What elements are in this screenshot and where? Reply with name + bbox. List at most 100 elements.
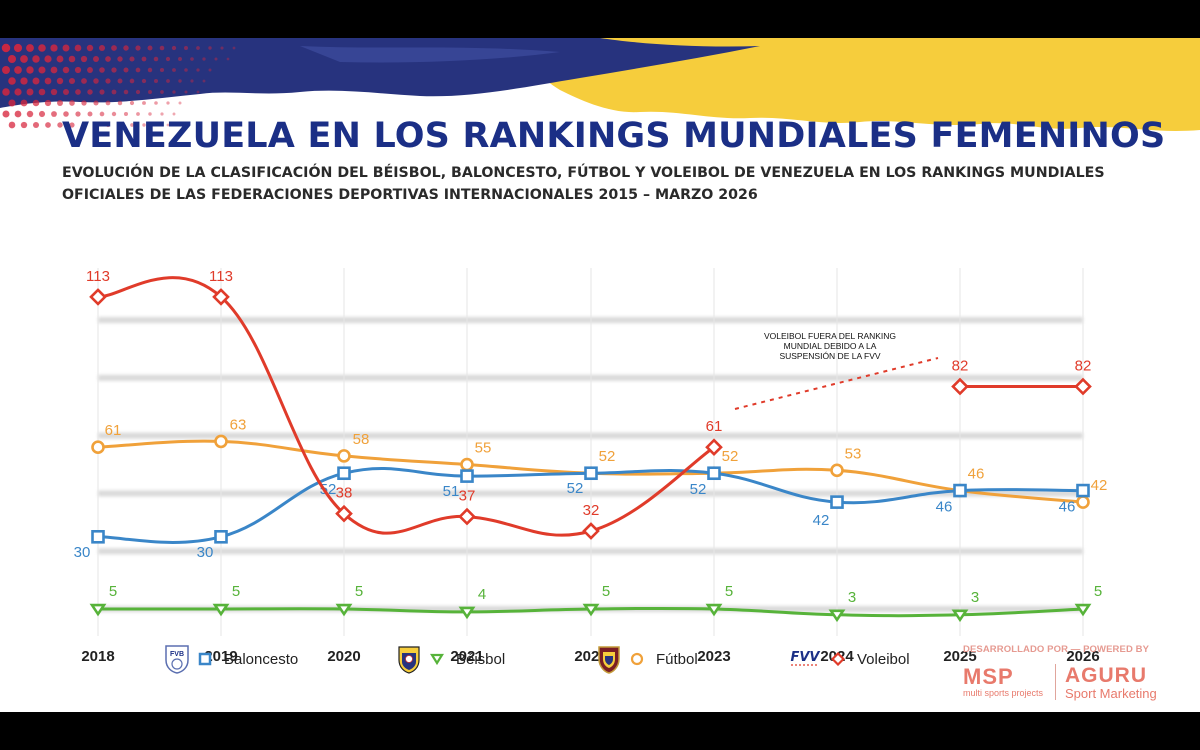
data-point-baloncesto bbox=[214, 529, 228, 544]
data-point-voleibol bbox=[458, 507, 476, 526]
msp-logo: MSP bbox=[963, 664, 1014, 689]
svg-text:FVB: FVB bbox=[170, 651, 184, 658]
banner-dot bbox=[32, 121, 40, 129]
banner-dot bbox=[196, 46, 200, 50]
banner-dot bbox=[166, 101, 170, 105]
banner-dot bbox=[178, 79, 182, 83]
legend-marker-diamond-icon bbox=[831, 652, 845, 666]
x-tick-label: 2019 bbox=[204, 648, 237, 665]
data-label-voleibol: 82 bbox=[952, 358, 969, 375]
banner-dot bbox=[99, 111, 105, 117]
banner-dot bbox=[178, 101, 182, 105]
annotation-group: VOLEIBOL FUERA DEL RANKING MUNDIAL DEBID… bbox=[734, 331, 939, 410]
banner-dot bbox=[129, 100, 135, 106]
credits-divider bbox=[1055, 664, 1056, 700]
slide: VENEZUELA EN LOS RANKINGS MUNDIALES FEME… bbox=[0, 38, 1200, 712]
header-banner bbox=[0, 38, 1200, 131]
data-label-voleibol: 61 bbox=[706, 418, 723, 435]
banner-dot bbox=[13, 43, 23, 53]
banner-dot bbox=[8, 121, 16, 129]
data-label-beisbol: 5 bbox=[109, 583, 117, 600]
data-label-futbol: 55 bbox=[475, 440, 492, 457]
banner-dot bbox=[166, 79, 170, 83]
data-point-baloncesto bbox=[1076, 483, 1090, 498]
data-label-baloncesto: 46 bbox=[1059, 499, 1076, 516]
series-beisbol: 5 5 5 4 5 5 3 3 5 bbox=[89, 583, 1102, 623]
data-label-baloncesto: 30 bbox=[197, 544, 214, 561]
banner-dot bbox=[153, 78, 159, 84]
banner-dot bbox=[172, 68, 176, 72]
credits-block: DESARROLLADO POR — POWERED BY MSP multi … bbox=[963, 642, 1163, 702]
banner-dot bbox=[123, 111, 129, 117]
data-label-futbol: 52 bbox=[599, 448, 616, 465]
aguru-logo: AGURU bbox=[1065, 664, 1147, 687]
banner-dot bbox=[75, 111, 81, 117]
data-point-baloncesto bbox=[460, 469, 474, 483]
legend-baloncesto: FVB Baloncesto bbox=[164, 642, 298, 676]
banner-blue-texture bbox=[300, 46, 560, 63]
x-tick-label: 2023 bbox=[697, 648, 730, 665]
banner-dot bbox=[118, 123, 122, 127]
banner-dot bbox=[32, 77, 40, 85]
banner-dot bbox=[154, 123, 158, 127]
banner-dot bbox=[165, 56, 171, 62]
banner-dot bbox=[142, 101, 146, 105]
x-tick-label: 2020 bbox=[327, 648, 360, 665]
banner-dot bbox=[87, 67, 93, 73]
annotation-arrow-line bbox=[734, 357, 939, 410]
annotation-line-2: MUNDIAL DEBIDO A LA bbox=[784, 341, 877, 351]
banner-dot bbox=[93, 100, 99, 106]
banner-dot bbox=[8, 99, 16, 107]
banner-dot bbox=[160, 90, 164, 94]
legend-label-voleibol: Voleibol bbox=[857, 650, 910, 668]
banner-dot bbox=[14, 110, 22, 118]
banner-dot bbox=[50, 88, 58, 96]
x-tick-label: 2025 bbox=[943, 648, 976, 665]
banner-dot bbox=[117, 100, 123, 106]
data-point-baloncesto bbox=[830, 495, 844, 509]
data-point-voleibol bbox=[705, 438, 723, 457]
credits-label: DESARROLLADO POR — POWERED BY bbox=[963, 644, 1150, 655]
banner-dot bbox=[1, 43, 11, 53]
banner-dot bbox=[63, 111, 69, 117]
chart-title: VENEZUELA EN LOS RANKINGS MUNDIALES FEME… bbox=[62, 116, 1166, 156]
banner-dot bbox=[117, 56, 123, 62]
banner-dot bbox=[2, 66, 10, 74]
legend-label-beisbol: Béisbol bbox=[456, 650, 506, 668]
banner-dot bbox=[75, 89, 81, 95]
fvb-logo-icon: FVB bbox=[165, 645, 189, 674]
banner-dot bbox=[32, 99, 40, 107]
data-label-beisbol: 5 bbox=[1094, 583, 1102, 600]
banner-dot bbox=[93, 122, 99, 128]
banner-dot bbox=[62, 44, 70, 52]
banner-dot bbox=[153, 56, 159, 62]
banner-dot bbox=[56, 55, 64, 63]
banner-dot bbox=[226, 57, 230, 61]
banner-dot bbox=[57, 122, 63, 128]
banner-dot bbox=[20, 99, 28, 107]
banner-dot bbox=[50, 44, 58, 52]
legend-marker-circle-icon bbox=[630, 652, 644, 666]
banner-dot bbox=[196, 68, 200, 72]
banner-dot bbox=[184, 68, 188, 72]
banner-dot bbox=[111, 67, 117, 73]
banner-dot bbox=[93, 78, 99, 84]
aguru-tagline: Sport Marketing bbox=[1065, 686, 1157, 701]
banner-dot bbox=[93, 56, 99, 62]
banner-dot bbox=[2, 88, 10, 96]
data-point-voleibol bbox=[951, 377, 969, 396]
data-label-futbol: 53 bbox=[845, 445, 862, 462]
line-chart: VOLEIBOL FUERA DEL RANKING MUNDIAL DEBID… bbox=[74, 268, 1108, 665]
banner-dot bbox=[172, 112, 176, 116]
banner-dot bbox=[38, 88, 46, 96]
series-voleibol: 113 113 38 37 32 61 82 82 bbox=[86, 268, 1092, 540]
data-point-futbol bbox=[1076, 495, 1090, 509]
data-label-voleibol: 82 bbox=[1075, 358, 1092, 375]
data-label-beisbol: 3 bbox=[971, 589, 979, 606]
banner-dot bbox=[105, 78, 111, 84]
x-tick-label: 2021 bbox=[450, 648, 483, 665]
banner-dot bbox=[51, 111, 57, 117]
msp-tagline: multi sports projects bbox=[963, 688, 1044, 698]
banner-dot bbox=[111, 111, 117, 117]
banner-dot bbox=[20, 77, 28, 85]
